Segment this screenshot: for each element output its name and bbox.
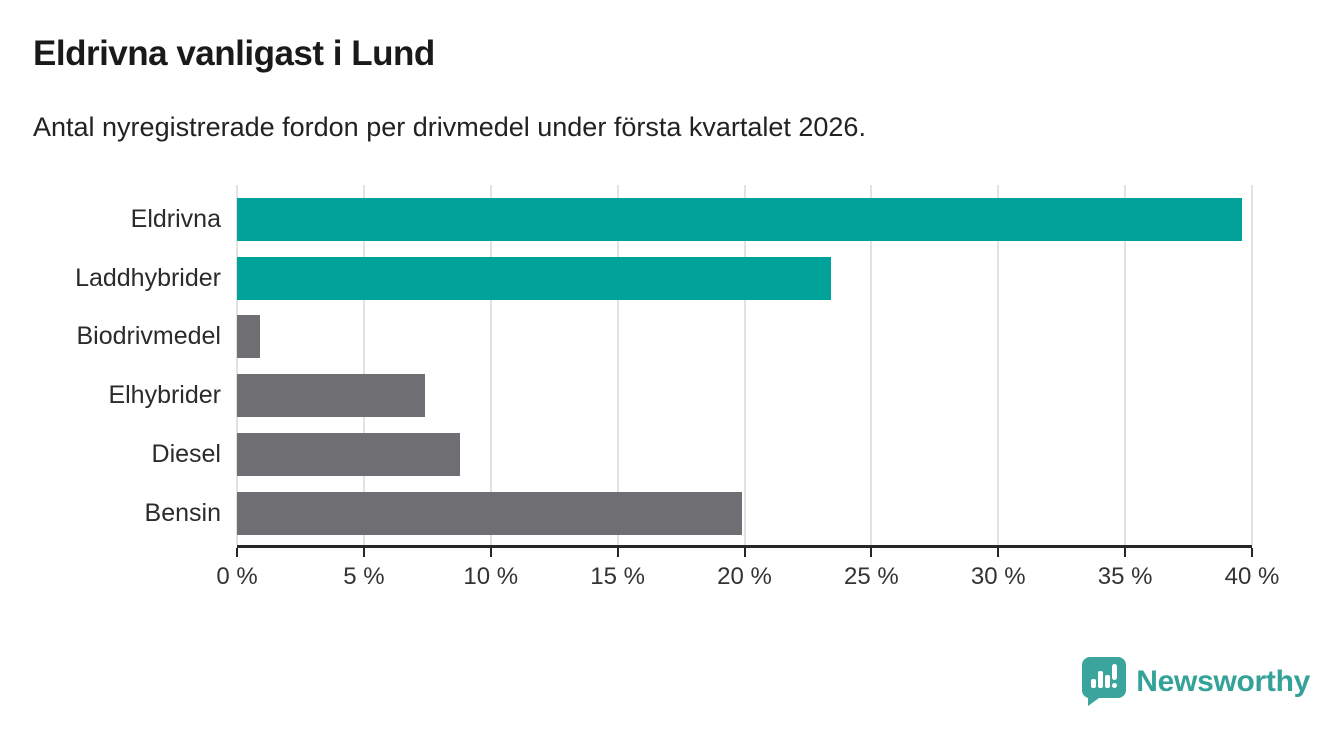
x-tick-label-5pct: 5 %: [343, 563, 385, 590]
x-tick-25pct: [870, 548, 873, 557]
x-tick-label-10pct: 10 %: [463, 563, 519, 590]
chart-subtitle: Antal nyregistrerade fordon per drivmede…: [33, 112, 866, 142]
x-tick-label-30pct: 30 %: [970, 563, 1026, 590]
x-tick-30pct: [997, 548, 1000, 557]
x-tick-15pct: [616, 548, 619, 557]
plot-area: Eldrivna Laddhybrider Biodrivmedel Elhybrid…: [75, 185, 1279, 590]
gridline-10pct: [489, 185, 492, 545]
category-label-elhybrider: Elhybrider: [108, 381, 221, 410]
bar-diesel: [237, 432, 461, 476]
category-label-biodrivmedel: Biodrivmedel: [76, 322, 221, 351]
category-label-laddhybrider: Laddhybrider: [75, 263, 221, 292]
gridline-35pct: [1124, 185, 1127, 545]
gridline-0pct: [236, 185, 238, 545]
x-tick-label-35pct: 35 %: [1097, 563, 1153, 590]
chart-title: Eldrivna vanligast i Lund: [33, 34, 435, 73]
x-tick-label-15pct: 15 %: [590, 563, 645, 590]
gridline-30pct: [997, 185, 1000, 545]
gridline-25pct: [870, 185, 873, 545]
bar-elhybrider: [237, 374, 425, 418]
x-tick-20pct: [743, 548, 746, 557]
bar-laddhybrider: [237, 256, 831, 300]
x-tick-label-20pct: 20 %: [717, 563, 772, 590]
bar-bensin: [237, 491, 742, 535]
gridline-40pct: [1251, 185, 1253, 545]
bar-eldrivna: [237, 198, 1242, 241]
category-label-eldrivna: Eldrivna: [130, 205, 221, 233]
newsworthy-logo-icon: [1082, 657, 1127, 706]
x-tick-10pct: [489, 548, 492, 557]
x-tick-label-40pct: 40 %: [1224, 563, 1280, 590]
category-label-diesel: Diesel: [151, 439, 221, 468]
category-label-bensin: Bensin: [144, 498, 221, 527]
x-tick-5pct: [362, 548, 365, 557]
brand-name: Newsworthy: [1136, 664, 1310, 698]
gridline-5pct: [362, 185, 365, 545]
x-axis-line: [237, 545, 1252, 548]
x-tick-label-25pct: 25 %: [844, 563, 899, 590]
bar-biodrivmedel: [237, 315, 260, 359]
brand-footer: Newsworthy: [1082, 657, 1310, 706]
x-tick-0pct: [236, 548, 238, 557]
x-tick-35pct: [1124, 548, 1127, 557]
gridline-15pct: [616, 185, 619, 545]
gridline-20pct: [743, 185, 746, 545]
x-tick-40pct: [1251, 548, 1253, 557]
x-tick-label-0pct: 0 %: [216, 563, 258, 590]
